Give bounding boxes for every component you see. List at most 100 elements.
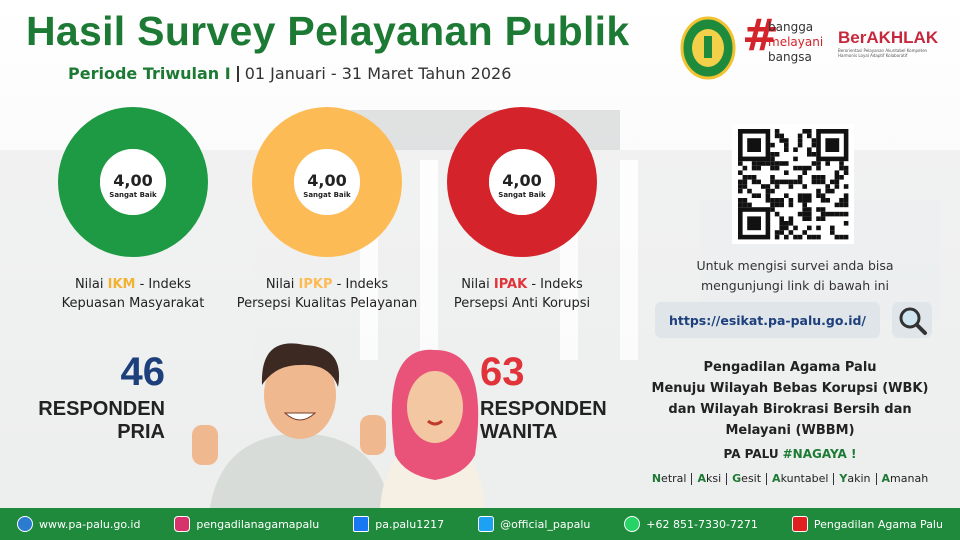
qr-module bbox=[779, 161, 784, 166]
index-score: 4,00 Sangat Baik bbox=[447, 171, 597, 199]
qr-module bbox=[788, 198, 794, 203]
qr-module bbox=[797, 198, 803, 203]
qr-module bbox=[834, 184, 840, 189]
berakhlak-sub: Berorientasi Pelayanan Akuntabel Kompete… bbox=[838, 48, 928, 58]
qr-module bbox=[774, 161, 780, 166]
period-label: Periode Triwulan I bbox=[68, 64, 231, 83]
title: Hasil Survey Pelayanan Publik bbox=[26, 8, 630, 54]
respondent-label: RESPONDEN bbox=[480, 398, 607, 420]
qr-module bbox=[770, 188, 775, 194]
qr-module bbox=[816, 225, 821, 231]
qr-module bbox=[816, 193, 821, 198]
qr-module bbox=[820, 211, 826, 217]
label-suffix: - Indeks bbox=[336, 277, 389, 292]
qr-module bbox=[830, 188, 835, 194]
qr-module bbox=[834, 179, 840, 185]
ring-center bbox=[489, 149, 555, 215]
qr-module bbox=[770, 142, 775, 148]
qr-module bbox=[834, 170, 840, 175]
qr-module bbox=[779, 221, 784, 226]
bangga-logo: # bangga melayani bangsa bbox=[742, 10, 832, 66]
qr-module bbox=[843, 193, 849, 198]
qr-module bbox=[738, 179, 743, 185]
core-value: Yakin bbox=[839, 472, 871, 485]
tagline: PA PALU #NAGAYA ! bbox=[630, 447, 950, 461]
survey-link[interactable]: https://esikat.pa-palu.go.id/ bbox=[655, 302, 880, 338]
qr-module bbox=[784, 138, 789, 143]
footer-text: pa.palu1217 bbox=[375, 517, 445, 531]
core-value: Aksi bbox=[697, 472, 722, 485]
index-code: IPKP bbox=[298, 277, 333, 292]
qr-module bbox=[834, 234, 840, 240]
qr-module bbox=[839, 234, 844, 240]
qr-module bbox=[816, 175, 821, 180]
qr-finder bbox=[747, 138, 761, 152]
qr-module bbox=[784, 142, 789, 148]
index-code: IPAK bbox=[493, 277, 528, 292]
qr-module bbox=[765, 161, 771, 166]
qr-module bbox=[788, 184, 794, 189]
qr-module bbox=[779, 138, 784, 143]
qr-module bbox=[774, 133, 780, 139]
qr-module bbox=[751, 179, 757, 185]
tagline-word: bangga bbox=[768, 20, 814, 34]
qr-module bbox=[788, 179, 794, 185]
people-illustration bbox=[192, 343, 485, 508]
core-value: Gesit bbox=[732, 472, 762, 485]
footer-text: @official_papalu bbox=[500, 517, 591, 531]
qr-module bbox=[839, 211, 844, 217]
qr-module bbox=[770, 198, 775, 203]
index-name: Persepsi Kualitas Pelayanan bbox=[236, 296, 418, 311]
qr-module bbox=[839, 161, 844, 166]
score-value: 4,00 bbox=[113, 171, 153, 190]
qr-module bbox=[779, 202, 784, 208]
qr-module bbox=[756, 179, 761, 185]
qr-module bbox=[770, 175, 775, 180]
qr-module bbox=[811, 142, 817, 148]
qr-module bbox=[797, 138, 803, 143]
qr-module bbox=[811, 161, 817, 166]
index-name: Kepuasan Masyarakat bbox=[61, 296, 205, 311]
qr-module bbox=[816, 179, 821, 185]
qr-finder bbox=[825, 138, 840, 152]
qr-module bbox=[807, 198, 812, 203]
qr-module bbox=[788, 216, 794, 221]
qr-module bbox=[788, 202, 794, 208]
index-label: Nilai IKM - Indeks Kepuasan Masyarakat bbox=[18, 275, 248, 313]
qr-module bbox=[770, 161, 775, 166]
qr-module bbox=[784, 193, 789, 198]
footer-text: www.pa-palu.go.id bbox=[38, 517, 141, 531]
statement-line: Menuju Wilayah Bebas Korupsi (WBK) bbox=[651, 381, 929, 396]
qr-module bbox=[802, 198, 807, 203]
qr-module bbox=[742, 202, 748, 208]
qr-module bbox=[774, 179, 780, 185]
period-dates: 01 Januari - 31 Maret Tahun 2026 bbox=[244, 64, 512, 83]
qr-module bbox=[820, 193, 826, 198]
qr-module bbox=[843, 165, 849, 171]
qr-module bbox=[834, 202, 840, 208]
qr-module bbox=[742, 165, 748, 171]
qr-module bbox=[765, 198, 771, 203]
statement-line: dan Wilayah Birokrasi Bersih dan bbox=[668, 402, 912, 417]
qr-module bbox=[830, 230, 835, 235]
qr-module bbox=[811, 179, 817, 185]
qr-module bbox=[784, 170, 789, 175]
qr-module bbox=[825, 161, 830, 166]
qr-module bbox=[843, 198, 849, 203]
search-icon[interactable] bbox=[892, 302, 932, 338]
tagline-hashtag: #NAGAYA ! bbox=[782, 447, 857, 461]
qr-module bbox=[839, 198, 844, 203]
core-value: Akuntabel bbox=[772, 472, 829, 485]
qr-module bbox=[770, 165, 775, 171]
qr-module bbox=[779, 179, 784, 185]
qr-module bbox=[756, 165, 761, 171]
qr-module bbox=[797, 165, 803, 171]
qr-module bbox=[843, 234, 849, 240]
qr-module bbox=[825, 188, 830, 194]
qr-module bbox=[742, 175, 748, 180]
footer-icon bbox=[174, 516, 191, 532]
qr-module bbox=[830, 211, 835, 217]
respondent-block: 63 RESPONDEN WANITA bbox=[480, 352, 625, 444]
qr-module bbox=[816, 188, 821, 194]
